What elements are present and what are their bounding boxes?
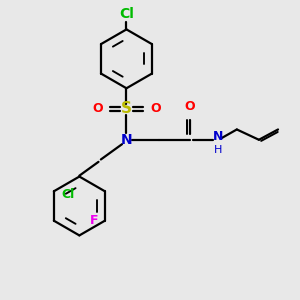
Text: F: F [90,214,98,227]
Text: N: N [121,133,132,147]
Text: H: H [214,145,222,155]
Text: O: O [150,102,160,116]
Text: S: S [121,101,132,116]
Text: Cl: Cl [61,188,74,201]
Text: O: O [184,100,195,113]
Text: O: O [92,102,103,116]
Text: Cl: Cl [119,7,134,21]
Text: N: N [212,130,223,143]
